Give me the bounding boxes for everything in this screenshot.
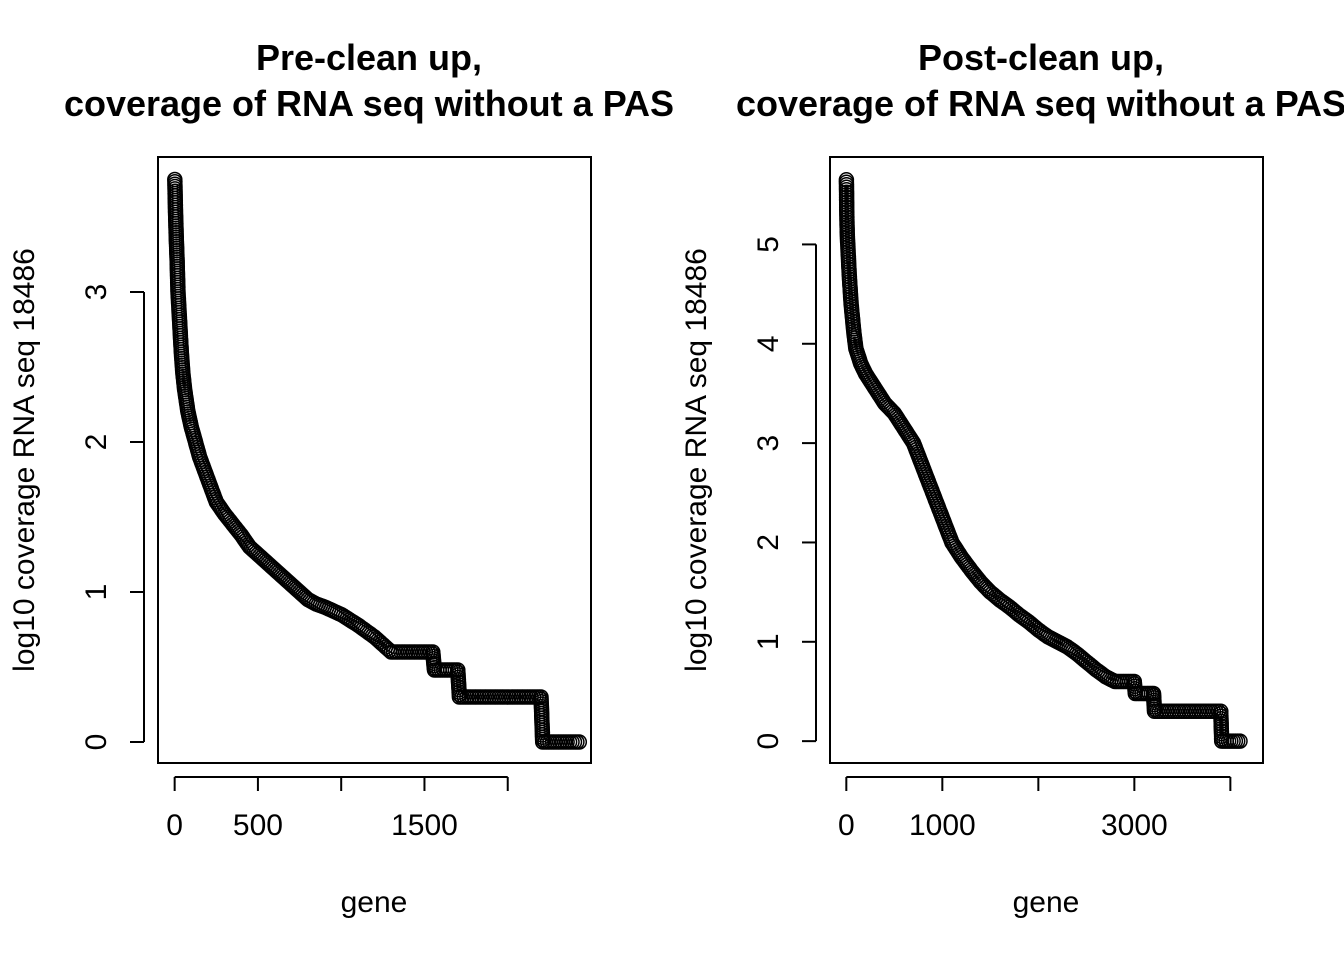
plot-frame — [157, 156, 592, 764]
panel-post-clean-up: Post-clean up, coverage of RNA seq witho… — [680, 37, 1344, 919]
y-axis: 0 1 2 3 — [80, 284, 145, 751]
y-tick-label: 0 — [80, 734, 113, 751]
x-tick-label: 500 — [233, 809, 283, 842]
x-axis-label: gene — [1013, 886, 1080, 919]
y-tick-label: 5 — [752, 236, 785, 253]
chart-title-line2: coverage of RNA seq without a PAS — [64, 83, 674, 124]
chart-title-line2: coverage of RNA seq without a PAS — [736, 83, 1344, 124]
y-tick-label: 3 — [80, 284, 113, 301]
y-tick-label: 1 — [80, 584, 113, 601]
x-tick-label: 3000 — [1101, 809, 1168, 842]
y-tick-label: 2 — [80, 434, 113, 451]
data-points — [838, 172, 1248, 749]
x-axis: 0 500 1500 — [166, 776, 509, 842]
data-points — [167, 171, 588, 750]
y-tick-label: 4 — [752, 335, 785, 352]
plot-frame — [829, 156, 1264, 764]
y-tick-label: 0 — [752, 733, 785, 750]
panel-pre-clean-up: Pre-clean up, coverage of RNA seq withou… — [8, 37, 674, 919]
data-point — [571, 734, 588, 750]
y-tick-label: 3 — [752, 435, 785, 452]
x-tick-label: 1000 — [909, 809, 976, 842]
x-tick-label: 1500 — [391, 809, 458, 842]
y-axis-label: log10 coverage RNA seq 18486 — [680, 248, 713, 672]
chart-title-line1: Post-clean up, — [918, 37, 1164, 78]
y-axis: 0 1 2 3 4 5 — [752, 236, 817, 750]
x-axis-label: gene — [341, 886, 408, 919]
x-tick-label: 0 — [838, 809, 855, 842]
y-axis-label: log10 coverage RNA seq 18486 — [8, 248, 41, 672]
x-tick-label: 0 — [166, 809, 183, 842]
y-tick-label: 1 — [752, 633, 785, 650]
x-axis: 0 1000 3000 — [838, 776, 1232, 842]
chart-title-line1: Pre-clean up, — [256, 37, 482, 78]
data-point — [1232, 733, 1248, 749]
y-tick-label: 2 — [752, 534, 785, 551]
